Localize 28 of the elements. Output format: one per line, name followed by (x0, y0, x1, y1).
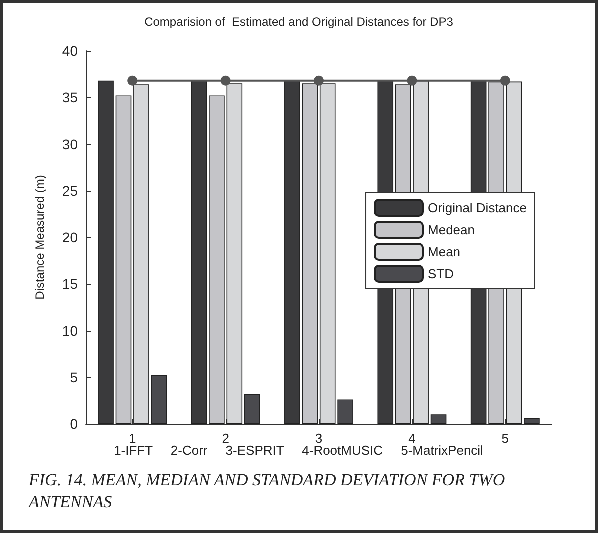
x-tick-label: 5 (502, 431, 510, 446)
legend-label: Medean (428, 222, 475, 238)
bar (134, 84, 150, 424)
y-tick-label: 0 (70, 416, 78, 432)
text: 1-IFFT 2-Corr 3-ESPRIT 4-RootMUSIC 5-MatrixPencil (114, 443, 484, 458)
chart-title: Comparision of Estimated and Original Distances for DP3 (144, 15, 454, 29)
x-tick-label: 4 (408, 431, 416, 446)
bar (116, 96, 132, 424)
bar (151, 376, 168, 424)
y-tick-label: 5 (70, 369, 78, 386)
bar (430, 414, 447, 424)
bar (524, 418, 540, 424)
x-tick-label: 2 (222, 431, 230, 446)
y-axis-title: Distance Measured (m) (33, 175, 47, 300)
y-tick-label: 10 (62, 322, 78, 339)
y-tick-label: 30 (62, 136, 78, 152)
legend-label: Original Distance (428, 200, 528, 216)
legend-label: STD (428, 266, 454, 282)
y-tick-label: 15 (62, 276, 78, 292)
y-tick-label: 25 (62, 182, 78, 199)
legend-label: Mean (428, 244, 461, 260)
x-tick-label: 3 (315, 431, 323, 446)
x-tick-label: 1 (128, 431, 136, 446)
caption: FIG. 14. MEAN, MEDIAN AND STANDARD DEVIATION FOR TWO ANTENNAS (28, 470, 510, 512)
y-tick-label: 35 (62, 90, 78, 106)
y-tick-label: 20 (62, 230, 78, 246)
y-tick-label: 40 (62, 43, 78, 59)
bar (244, 394, 260, 424)
